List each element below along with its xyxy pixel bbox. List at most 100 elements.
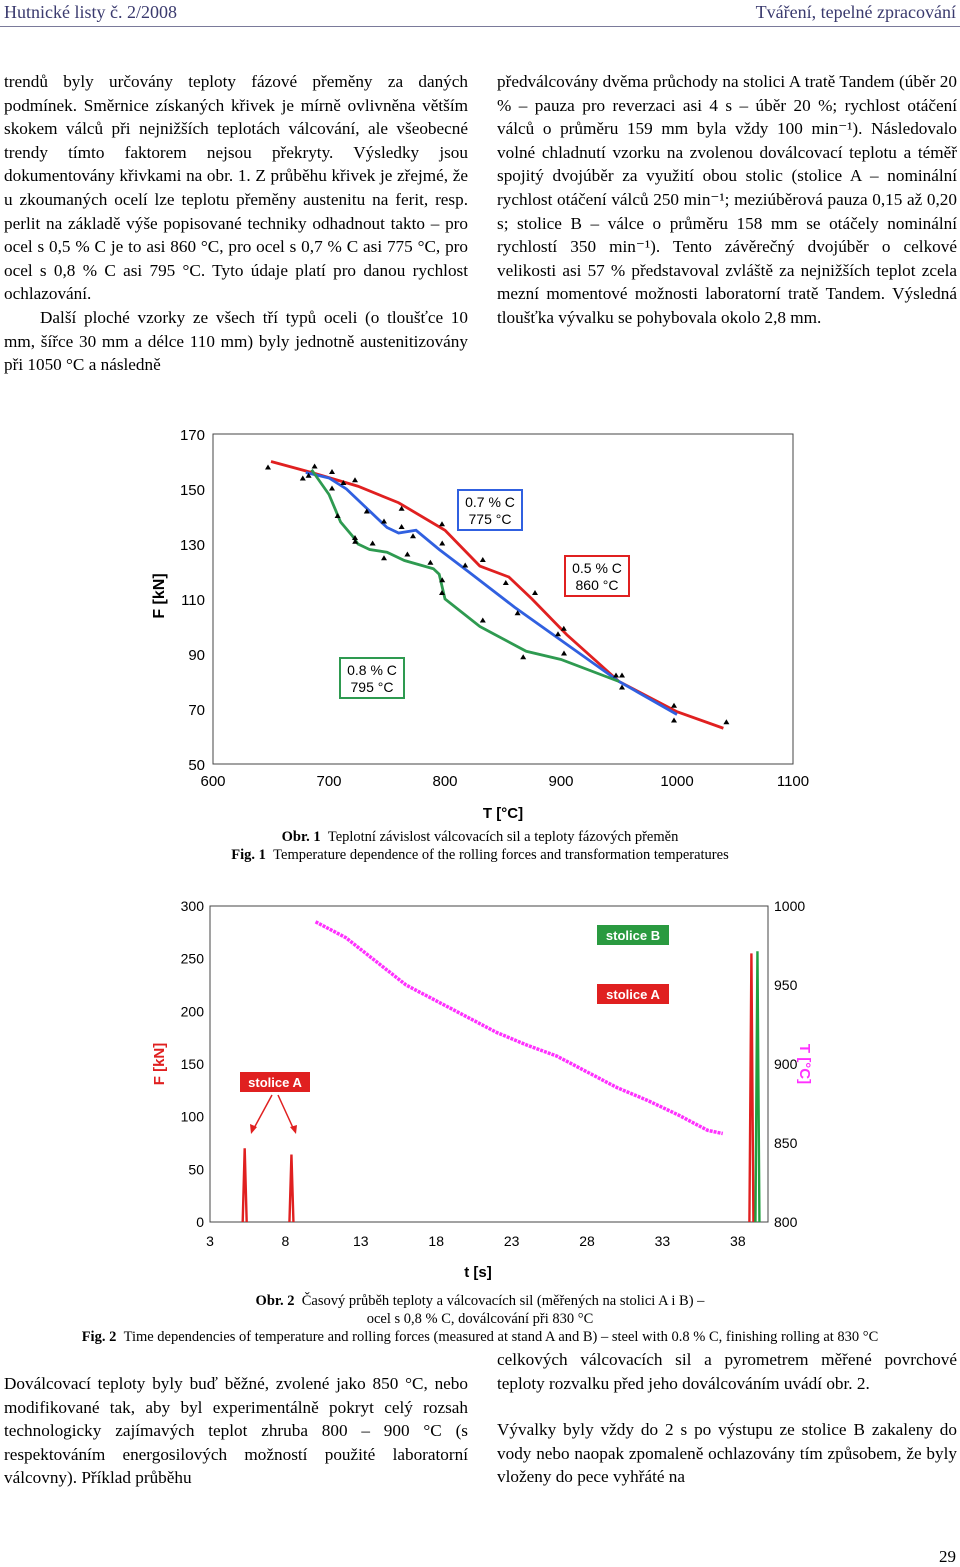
bottom-right-column: celkových válcovacích sil a pyrometrem m… [497, 1348, 957, 1489]
fig2-right-tick-0: 800 [774, 1214, 798, 1230]
left-column: trendů byly určovány teploty fázové přem… [4, 70, 468, 377]
fig1-cz-text: Teplotní závislost válcovacích sil a tep… [327, 829, 679, 845]
fig1-data-point [311, 463, 318, 469]
fig1-data-point [479, 557, 486, 562]
fig1-data-point [671, 717, 677, 723]
fig1-data-point [381, 518, 387, 524]
stolice-b-text: stolice B [606, 928, 660, 943]
fig1-data-point [427, 559, 434, 565]
fig1-data-point [329, 485, 335, 491]
fig1-annotation-line1-0: 0.7 % C [465, 494, 515, 510]
journal-title: Hutnické listy č. 2/2008 [4, 2, 177, 22]
fig1-annotation-line2-1: 860 °C [576, 577, 619, 593]
fig1-data-point [410, 533, 416, 539]
fig1-x-tick-3: 900 [548, 773, 573, 790]
fig1-data-point [265, 464, 271, 470]
figure-1-caption: Obr. 1 Teplotní závislost válcovacích si… [0, 828, 960, 864]
section-title: Tváření, tepelné zpracování [755, 2, 956, 22]
fig1-series-line-2 [310, 468, 620, 683]
fig2-x-tick-1: 8 [282, 1233, 290, 1249]
fig1-data-point [560, 625, 567, 631]
fig1-annotation-line1-2: 0.8 % C [347, 662, 397, 678]
fig2-left-tick-1: 50 [188, 1161, 204, 1177]
fig2-cz-label: Obr. 2 [255, 1293, 295, 1309]
fig1-data-point [561, 650, 567, 656]
fig2-en-label: Fig. 2 [81, 1329, 117, 1345]
fig1-data-point [671, 702, 677, 708]
page-header: Hutnické listy č. 2/2008 Tváření, tepeln… [0, 0, 960, 27]
fig2-cz-text-2: ocel s 0,8 % C, doválcování při 830 °C [366, 1311, 594, 1327]
fig1-en-text: Temperature dependence of the rolling fo… [273, 847, 729, 863]
fig1-data-point [520, 654, 527, 660]
bottom-left-paragraph: Doválcovací teploty byly buď běžné, zvol… [4, 1374, 468, 1488]
figure-2-caption: Obr. 2 Časový průběh teploty a válcovací… [0, 1292, 960, 1346]
fig1-data-point [363, 508, 370, 514]
arrow-to-peak-2 [277, 1094, 295, 1131]
fig1-en-label: Fig. 1 [231, 847, 266, 863]
bottom-right-paragraph-1: celkových válcovacích sil a pyrometrem m… [497, 1350, 957, 1393]
fig1-data-point [439, 577, 446, 583]
fig1-x-tick-0: 600 [200, 773, 225, 790]
fig1-data-point [555, 631, 561, 637]
stolice-a-left-label: stolice A [240, 1072, 310, 1092]
fig2-right-tick-1: 850 [774, 1135, 798, 1151]
fig2-left-tick-4: 200 [181, 1003, 205, 1019]
fig1-data-point [502, 580, 509, 585]
left-paragraph-1: trendů byly určovány teploty fázové přem… [4, 72, 468, 304]
arrow-head-2 [290, 1125, 297, 1134]
fig1-data-point [398, 505, 405, 511]
fig1-data-point [299, 475, 306, 481]
left-paragraph-2: Další ploché vzorky ze všech tří typů oc… [4, 307, 468, 375]
fig1-data-point [398, 524, 405, 529]
fig1-annotation-line2-2: 795 °C [351, 679, 394, 695]
fig1-x-tick-5: 1100 [777, 773, 809, 790]
fig1-x-tick-2: 800 [432, 773, 457, 790]
fig1-y-tick-2: 90 [188, 647, 205, 664]
fig1-data-point [369, 540, 376, 546]
fig1-series-line-1 [305, 471, 678, 716]
fig2-force-peak-0 [241, 1148, 248, 1223]
stolice-b-label: stolice B [597, 925, 669, 945]
fig2-x-tick-4: 23 [504, 1233, 520, 1249]
fig2-left-tick-6: 300 [181, 898, 205, 914]
fig1-x-axis-label: T [°C] [483, 805, 523, 822]
bottom-left-column: Doválcovací teploty byly buď běžné, zvol… [4, 1372, 468, 1490]
fig1-y-tick-5: 150 [180, 482, 205, 499]
page-number: 29 [939, 1547, 956, 1566]
fig2-x-tick-6: 33 [655, 1233, 671, 1249]
fig1-data-point [479, 617, 486, 623]
fig2-x-tick-0: 3 [206, 1233, 214, 1249]
bottom-right-paragraph-2: Vývalky byly vždy do 2 s po výstupu ze s… [497, 1420, 957, 1487]
fig2-cz-text: Časový průběh teploty a válcovacích sil … [301, 1293, 705, 1309]
fig1-x-tick-4: 1000 [660, 773, 693, 790]
fig1-y-axis-label: F [kN] [151, 573, 168, 618]
fig1-y-tick-6: 170 [180, 428, 205, 444]
fig1-annotation-line1-1: 0.5 % C [572, 560, 622, 576]
fig2-x-tick-7: 38 [730, 1233, 746, 1249]
fig1-data-point [723, 719, 730, 725]
fig1-data-point [439, 540, 446, 546]
fig2-left-axis-label: F [kN] [151, 1043, 168, 1086]
fig2-en-text: Time dependencies of temperature and rol… [123, 1329, 879, 1345]
fig2-x-tick-5: 28 [579, 1233, 595, 1249]
fig1-data-point [340, 480, 347, 485]
fig1-data-point [352, 535, 358, 540]
fig1-data-point [462, 562, 469, 568]
fig2-left-tick-3: 150 [181, 1056, 205, 1072]
figure-1-chart: 50 70 90 110 130 150 170 600 700 800 900 1000 1100 F… [151, 428, 809, 822]
fig1-cz-label: Obr. 1 [281, 829, 321, 845]
stolice-a-right-text: stolice A [606, 987, 660, 1002]
fig2-left-tick-0: 0 [196, 1214, 204, 1230]
fig1-data-point [439, 590, 445, 595]
fig1-data-point [532, 590, 538, 595]
arrow-head-1 [250, 1124, 257, 1134]
fig1-data-point [329, 469, 335, 474]
fig1-y-tick-3: 110 [181, 592, 205, 609]
fig2-left-tick-5: 250 [181, 951, 205, 967]
fig1-y-tick-1: 70 [188, 702, 205, 719]
fig2-left-tick-2: 100 [181, 1109, 205, 1125]
fig2-x-axis-label: t [s] [464, 1264, 492, 1281]
